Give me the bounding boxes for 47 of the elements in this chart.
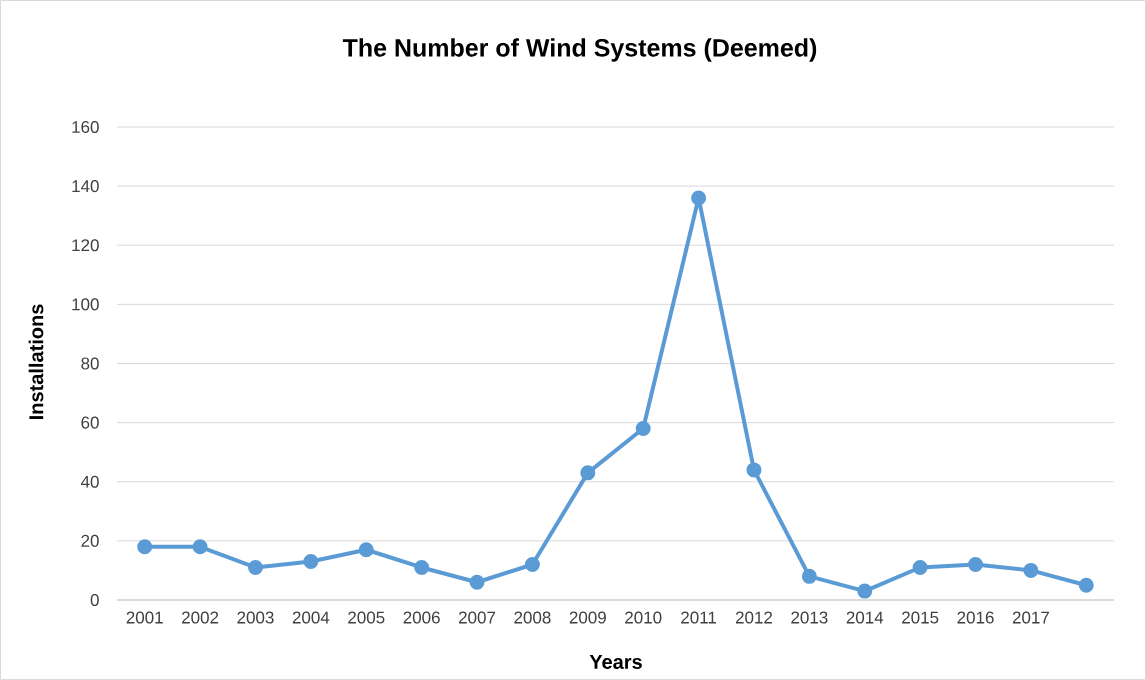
x-tick-label: 2004 [292, 611, 330, 624]
x-tick-label: 2007 [458, 611, 496, 624]
x-tick-label: 2013 [791, 611, 828, 624]
point [746, 462, 762, 478]
x-tick-label: 2012 [735, 611, 773, 624]
point [968, 557, 984, 573]
y-tick-label: 60 [81, 416, 99, 429]
y-tick-label: 40 [80, 475, 99, 488]
x-axis-title: Years [589, 655, 642, 669]
x-tick-label: 2017 [1012, 611, 1049, 624]
y-axis-title: Installations [28, 304, 44, 419]
point [857, 583, 873, 599]
point [1078, 577, 1094, 593]
x-tick-label: 2006 [403, 611, 440, 624]
y-tick-label: 120 [72, 239, 99, 252]
point [358, 542, 374, 558]
x-tick-label: 2003 [237, 611, 274, 624]
point [524, 557, 540, 573]
point [801, 568, 817, 584]
point [247, 559, 263, 575]
point [137, 539, 153, 555]
y-tick-label: 80 [81, 357, 99, 370]
point [414, 559, 430, 575]
point [303, 554, 319, 570]
point [469, 574, 485, 590]
point [635, 421, 651, 437]
x-tick-label: 2010 [625, 611, 662, 624]
y-tick-label: 160 [72, 120, 99, 134]
y-tick-label: 140 [72, 180, 99, 193]
point [912, 559, 928, 575]
y-tick-label: 100 [72, 298, 99, 311]
chart-title: The Number of Wind Systems (Deemed) [342, 38, 817, 62]
x-tick-label: 2015 [902, 611, 939, 624]
y-tick-label: 0 [90, 593, 99, 607]
x-tick-label: 2016 [957, 611, 994, 624]
x-tick-label: 2014 [846, 611, 884, 624]
x-tick-label: 2009 [569, 611, 606, 624]
point [691, 190, 707, 206]
x-tick-label: 2002 [182, 611, 219, 624]
x-tick-label: 2008 [514, 611, 551, 624]
x-tick-label: 2001 [126, 611, 163, 624]
point [580, 465, 596, 481]
y-tick-label: 20 [81, 534, 99, 547]
x-tick-label: 2011 [681, 611, 717, 624]
point [192, 539, 208, 555]
point [1023, 562, 1039, 578]
x-tick-label: 2005 [348, 611, 385, 624]
